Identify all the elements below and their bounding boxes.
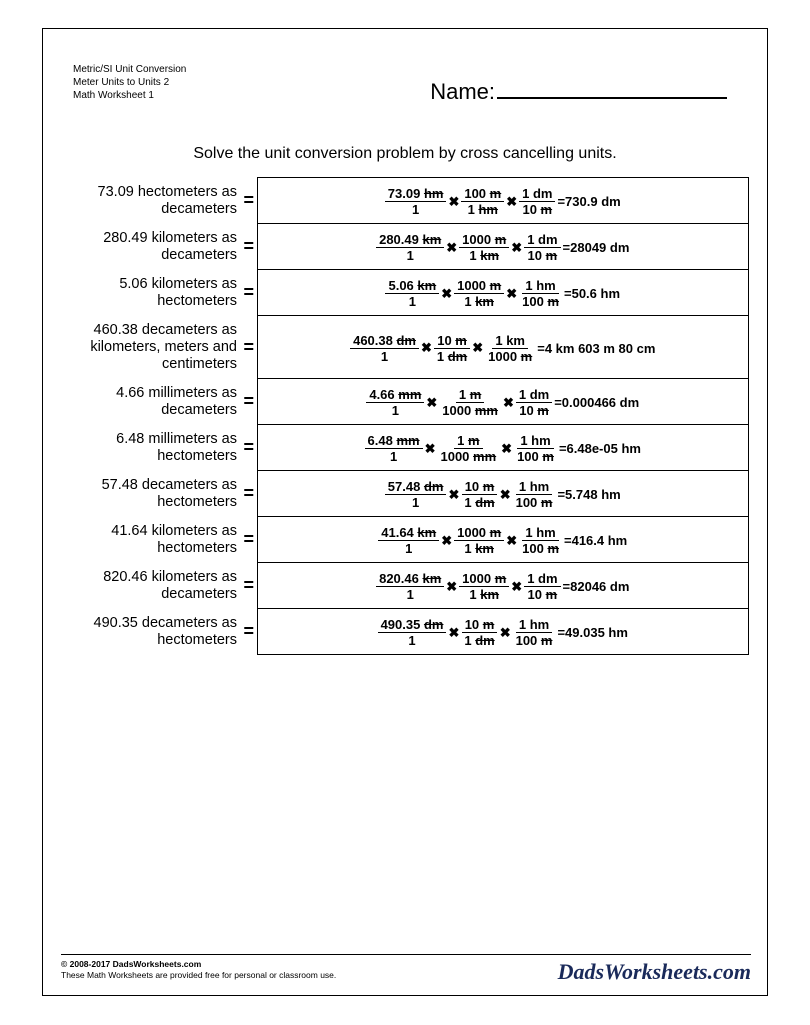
result: =28049 dm [561,240,630,255]
solution: 6.48 mm1✖1 m1000 mm✖1 hm100 m=6.48e-05 h… [365,434,641,463]
answer-cell: 460.38 dm1✖10 m1 dm✖1 km1000 m=4 km 603 … [257,316,749,379]
result: =6.48e-05 hm [557,441,641,456]
answer-cell: 5.06 km1✖1000 m1 km✖1 hm100 m=50.6 hm [257,270,749,316]
equals-sign: = [241,178,257,224]
multiply-icon: ✖ [424,395,439,411]
header: Metric/SI Unit Conversion Meter Units to… [61,63,749,129]
equals-sign: = [241,224,257,270]
problem-text: 460.38 decameters as kilometers, meters … [61,316,241,379]
problem-row: 280.49 kilometers as decameters= 280.49 k… [61,224,749,270]
problem-row: 57.48 decameters as hectometers= 57.48 dm… [61,471,749,517]
footer-brand: DadsWorksheets.com [558,959,751,985]
equals-sign: = [241,316,257,379]
solution: 820.46 km1✖1000 m1 km✖1 dm10 m=82046 dm [376,572,629,601]
solution: 57.48 dm1✖10 m1 dm✖1 hm100 m=5.748 hm [385,480,621,509]
problem-row: 5.06 kilometers as hectometers= 5.06 km1✖… [61,270,749,316]
multiply-icon: ✖ [498,625,513,641]
equals-sign: = [241,471,257,517]
multiply-icon: ✖ [423,441,438,457]
footer: © 2008-2017 DadsWorksheets.com These Mat… [61,954,751,985]
answer-cell: 490.35 dm1✖10 m1 dm✖1 hm100 m=49.035 hm [257,609,749,655]
equals-sign: = [241,517,257,563]
meta-line2: Meter Units to Units 2 [73,76,186,89]
answer-cell: 73.09 hm1✖100 m1 hm✖1 dm10 m=730.9 dm [257,178,749,224]
equals-sign: = [241,609,257,655]
problem-text: 73.09 hectometers as decameters [61,178,241,224]
problem-text: 41.64 kilometers as hectometers [61,517,241,563]
answer-cell: 57.48 dm1✖10 m1 dm✖1 hm100 m=5.748 hm [257,471,749,517]
solution: 41.64 km1✖1000 m1 km✖1 hm100 m=416.4 hm [378,526,627,555]
equals-sign: = [241,425,257,471]
result: =49.035 hm [555,625,627,640]
name-input-line[interactable] [497,77,727,99]
meta-line3: Math Worksheet 1 [73,89,186,102]
solution: 73.09 hm1✖100 m1 hm✖1 dm10 m=730.9 dm [385,187,621,216]
instruction: Solve the unit conversion problem by cro… [61,145,749,163]
problem-text: 57.48 decameters as hectometers [61,471,241,517]
answer-cell: 820.46 km1✖1000 m1 km✖1 dm10 m=82046 dm [257,563,749,609]
solution: 5.06 km1✖1000 m1 km✖1 hm100 m=50.6 hm [385,279,620,308]
multiply-icon: ✖ [504,194,519,210]
problem-row: 820.46 kilometers as decameters= 820.46 k… [61,563,749,609]
answer-cell: 41.64 km1✖1000 m1 km✖1 hm100 m=416.4 hm [257,517,749,563]
multiply-icon: ✖ [444,240,459,256]
multiply-icon: ✖ [470,340,485,356]
multiply-icon: ✖ [444,579,459,595]
answer-cell: 6.48 mm1✖1 m1000 mm✖1 hm100 m=6.48e-05 h… [257,425,749,471]
problem-row: 4.66 millimeters as decameters= 4.66 mm1✖… [61,379,749,425]
problem-text: 4.66 millimeters as decameters [61,379,241,425]
multiply-icon: ✖ [504,533,519,549]
problems-table: 73.09 hectometers as decameters=73.09 hm… [61,177,749,655]
name-field: Name: [430,77,727,105]
result: =50.6 hm [562,286,620,301]
multiply-icon: ✖ [446,487,461,503]
equals-sign: = [241,379,257,425]
equals-sign: = [241,563,257,609]
result: =5.748 hm [555,487,620,502]
answer-cell: 280.49 km1✖1000 m1 km✖1 dm10 m=28049 dm [257,224,749,270]
result: =730.9 dm [555,194,620,209]
multiply-icon: ✖ [439,533,454,549]
problem-row: 6.48 millimeters as hectometers= 6.48 mm1… [61,425,749,471]
multiply-icon: ✖ [509,240,524,256]
problem-text: 280.49 kilometers as decameters [61,224,241,270]
meta-line1: Metric/SI Unit Conversion [73,63,186,76]
header-meta: Metric/SI Unit Conversion Meter Units to… [73,63,186,102]
solution: 490.35 dm1✖10 m1 dm✖1 hm100 m=49.035 hm [378,618,628,647]
multiply-icon: ✖ [419,340,434,356]
footer-note: These Math Worksheets are provided free … [61,970,336,981]
answer-cell: 4.66 mm1✖1 m1000 mm✖1 dm10 m=0.000466 dm [257,379,749,425]
multiply-icon: ✖ [509,579,524,595]
problem-text: 490.35 decameters as hectometers [61,609,241,655]
problem-row: 460.38 decameters as kilometers, meters … [61,316,749,379]
multiply-icon: ✖ [499,441,514,457]
problem-text: 6.48 millimeters as hectometers [61,425,241,471]
problem-row: 490.35 decameters as hectometers= 490.35 … [61,609,749,655]
multiply-icon: ✖ [446,194,461,210]
solution: 280.49 km1✖1000 m1 km✖1 dm10 m=28049 dm [376,233,629,262]
multiply-icon: ✖ [498,487,513,503]
multiply-icon: ✖ [439,286,454,302]
result: =4 km 603 m 80 cm [535,341,655,356]
problem-row: 73.09 hectometers as decameters= 73.09 hm… [61,178,749,224]
solution: 460.38 dm1✖10 m1 dm✖1 km1000 m=4 km 603 … [350,334,655,363]
result: =416.4 hm [562,533,627,548]
problem-text: 5.06 kilometers as hectometers [61,270,241,316]
footer-left: © 2008-2017 DadsWorksheets.com These Mat… [61,959,336,981]
result: =82046 dm [561,579,630,594]
multiply-icon: ✖ [504,286,519,302]
copyright: © 2008-2017 DadsWorksheets.com [61,959,336,970]
solution: 4.66 mm1✖1 m1000 mm✖1 dm10 m=0.000466 dm [366,388,639,417]
multiply-icon: ✖ [501,395,516,411]
problem-text: 820.46 kilometers as decameters [61,563,241,609]
name-label: Name: [430,79,495,105]
worksheet-page: Metric/SI Unit Conversion Meter Units to… [42,28,768,996]
equals-sign: = [241,270,257,316]
multiply-icon: ✖ [446,625,461,641]
result: =0.000466 dm [552,395,639,410]
problem-row: 41.64 kilometers as hectometers= 41.64 km… [61,517,749,563]
